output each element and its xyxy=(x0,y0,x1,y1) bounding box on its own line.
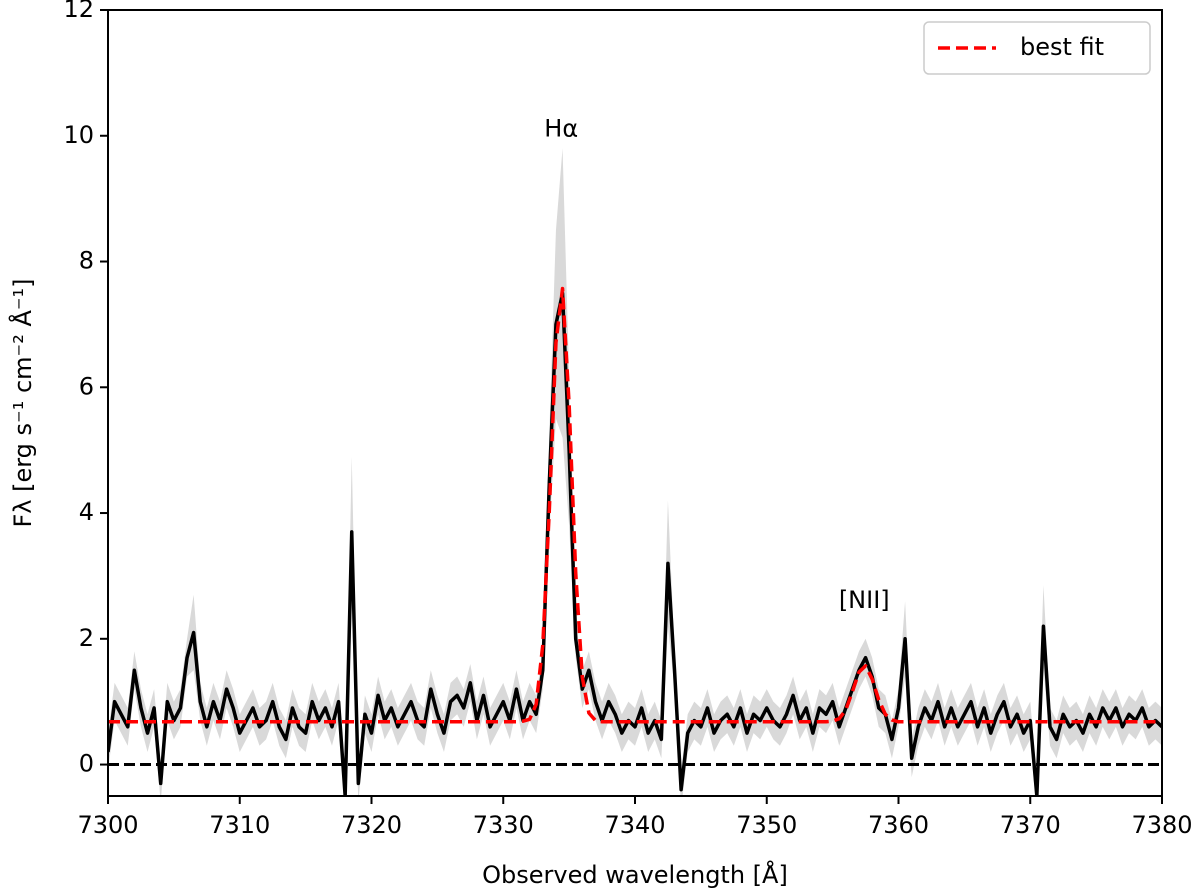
y-tick-label: 12 xyxy=(63,0,94,23)
x-tick-label: 7360 xyxy=(868,811,929,839)
series-line xyxy=(108,291,1162,796)
annotation: Hα xyxy=(544,114,578,142)
legend-frame xyxy=(923,21,1151,75)
y-tick-label: 4 xyxy=(79,498,94,526)
x-axis-label: Observed wavelength [Å] xyxy=(482,860,788,889)
legend-label: best fit xyxy=(1020,33,1104,61)
y-axis-label: Fλ [erg s⁻¹ cm⁻² Å⁻¹] xyxy=(8,278,37,527)
x-tick-label: 7370 xyxy=(1000,811,1061,839)
error-band xyxy=(108,148,1162,796)
x-tick-label: 7380 xyxy=(1131,811,1192,839)
annotation: [NII] xyxy=(839,586,890,614)
x-tick-label: 7310 xyxy=(209,811,270,839)
x-tick-label: 7330 xyxy=(473,811,534,839)
axes-frame xyxy=(107,9,1163,797)
y-tick-label: 2 xyxy=(79,624,94,652)
plot-area xyxy=(108,148,1162,796)
x-tick-label: 7340 xyxy=(604,811,665,839)
y-tick-label: 10 xyxy=(63,121,94,149)
y-tick-label: 0 xyxy=(79,750,94,778)
x-tick-label: 7350 xyxy=(736,811,797,839)
series-line xyxy=(108,286,1162,724)
y-tick-label: 6 xyxy=(79,372,94,400)
x-tick-label: 7300 xyxy=(77,811,138,839)
y-tick-label: 8 xyxy=(79,247,94,275)
x-tick-label: 7320 xyxy=(341,811,402,839)
